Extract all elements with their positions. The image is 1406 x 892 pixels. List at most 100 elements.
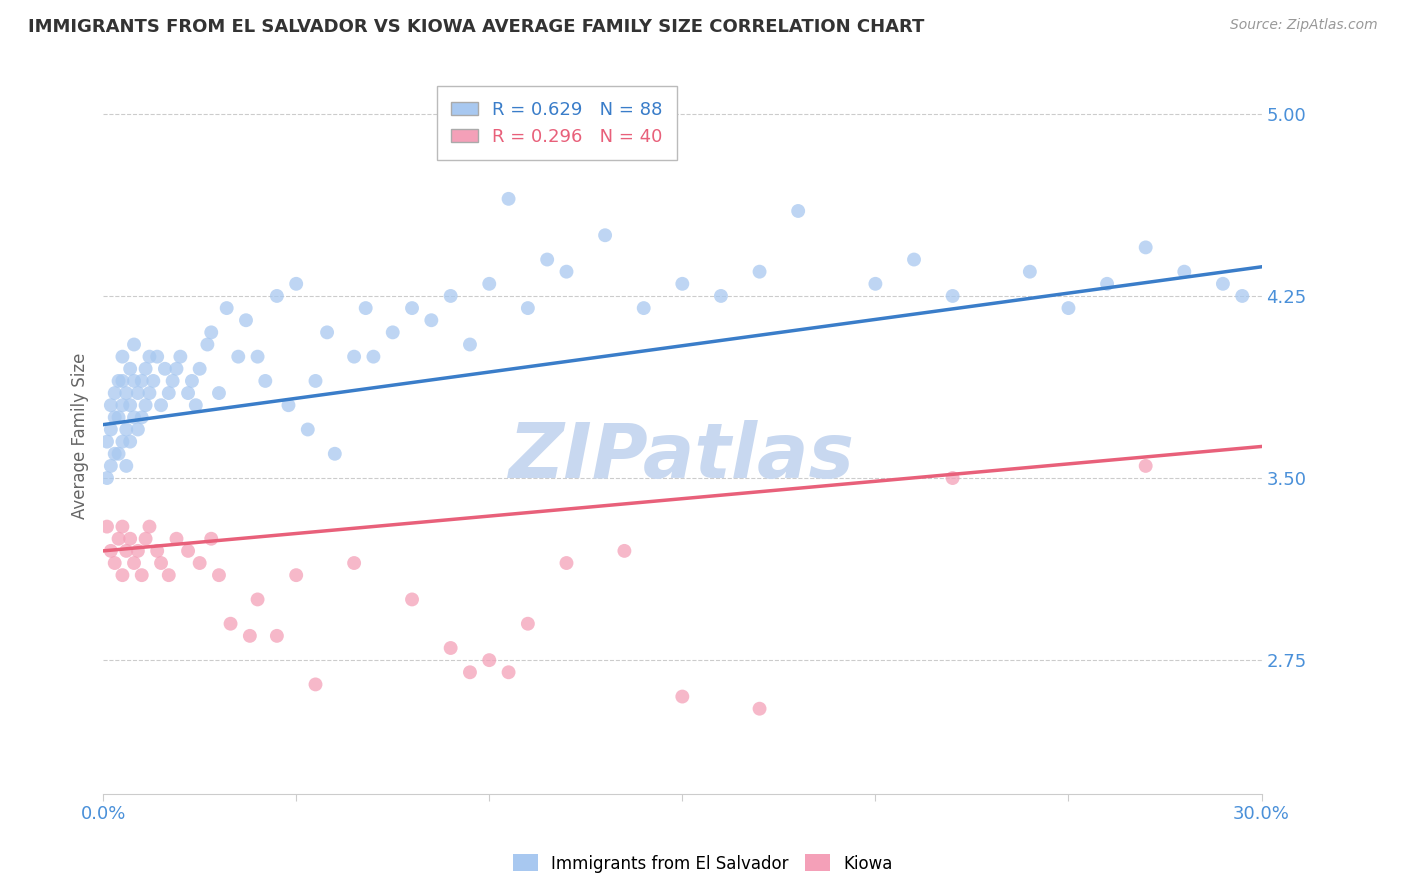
- Point: [138, 519, 160, 533]
- Point: [150, 556, 173, 570]
- Point: [166, 532, 188, 546]
- Point: [401, 301, 423, 315]
- Point: [478, 277, 501, 291]
- Point: [254, 374, 277, 388]
- Point: [115, 544, 138, 558]
- Point: [188, 361, 211, 376]
- Point: [142, 374, 165, 388]
- Point: [166, 361, 188, 376]
- Point: [215, 301, 238, 315]
- Point: [555, 265, 578, 279]
- Point: [195, 337, 218, 351]
- Point: [115, 386, 138, 401]
- Point: [633, 301, 655, 315]
- Legend: Immigrants from El Salvador, Kiowa: Immigrants from El Salvador, Kiowa: [506, 847, 900, 880]
- Point: [942, 289, 965, 303]
- Point: [122, 556, 145, 570]
- Y-axis label: Average Family Size: Average Family Size: [72, 352, 89, 519]
- Point: [169, 350, 191, 364]
- Point: [440, 289, 463, 303]
- Point: [131, 410, 153, 425]
- Point: [458, 337, 481, 351]
- Point: [285, 277, 308, 291]
- Point: [277, 398, 299, 412]
- Point: [381, 326, 404, 340]
- Point: [181, 374, 204, 388]
- Point: [458, 665, 481, 680]
- Point: [111, 568, 134, 582]
- Point: [498, 192, 520, 206]
- Point: [146, 350, 169, 364]
- Point: [1135, 458, 1157, 473]
- Point: [120, 434, 142, 449]
- Point: [516, 301, 538, 315]
- Text: IMMIGRANTS FROM EL SALVADOR VS KIOWA AVERAGE FAMILY SIZE CORRELATION CHART: IMMIGRANTS FROM EL SALVADOR VS KIOWA AVE…: [28, 18, 925, 36]
- Point: [440, 640, 463, 655]
- Point: [122, 374, 145, 388]
- Point: [516, 616, 538, 631]
- Point: [127, 386, 149, 401]
- Point: [96, 434, 118, 449]
- Point: [710, 289, 733, 303]
- Point: [120, 532, 142, 546]
- Point: [420, 313, 443, 327]
- Point: [111, 519, 134, 533]
- Point: [266, 629, 288, 643]
- Point: [748, 265, 770, 279]
- Point: [219, 616, 242, 631]
- Point: [96, 471, 118, 485]
- Point: [177, 544, 200, 558]
- Point: [107, 374, 129, 388]
- Point: [200, 532, 222, 546]
- Legend: R = 0.629   N = 88, R = 0.296   N = 40: R = 0.629 N = 88, R = 0.296 N = 40: [436, 87, 678, 161]
- Point: [135, 398, 157, 412]
- Point: [671, 690, 693, 704]
- Point: [100, 544, 122, 558]
- Point: [131, 374, 153, 388]
- Point: [1173, 265, 1195, 279]
- Point: [1135, 240, 1157, 254]
- Point: [111, 350, 134, 364]
- Point: [100, 398, 122, 412]
- Point: [239, 629, 262, 643]
- Point: [107, 532, 129, 546]
- Point: [285, 568, 308, 582]
- Point: [100, 458, 122, 473]
- Point: [246, 350, 269, 364]
- Point: [115, 458, 138, 473]
- Point: [478, 653, 501, 667]
- Text: Source: ZipAtlas.com: Source: ZipAtlas.com: [1230, 18, 1378, 32]
- Point: [122, 410, 145, 425]
- Point: [138, 386, 160, 401]
- Point: [157, 568, 180, 582]
- Point: [122, 337, 145, 351]
- Point: [363, 350, 385, 364]
- Point: [1095, 277, 1118, 291]
- Point: [162, 374, 184, 388]
- Point: [208, 386, 231, 401]
- Point: [208, 568, 231, 582]
- Point: [748, 702, 770, 716]
- Point: [401, 592, 423, 607]
- Point: [146, 544, 169, 558]
- Point: [127, 422, 149, 436]
- Point: [536, 252, 558, 267]
- Point: [865, 277, 887, 291]
- Point: [120, 361, 142, 376]
- Point: [184, 398, 207, 412]
- Point: [100, 422, 122, 436]
- Point: [903, 252, 925, 267]
- Point: [135, 532, 157, 546]
- Point: [593, 228, 616, 243]
- Point: [266, 289, 288, 303]
- Point: [96, 519, 118, 533]
- Point: [343, 350, 366, 364]
- Point: [135, 361, 157, 376]
- Point: [304, 677, 326, 691]
- Point: [498, 665, 520, 680]
- Point: [104, 556, 127, 570]
- Point: [297, 422, 319, 436]
- Point: [177, 386, 200, 401]
- Point: [1232, 289, 1254, 303]
- Point: [104, 447, 127, 461]
